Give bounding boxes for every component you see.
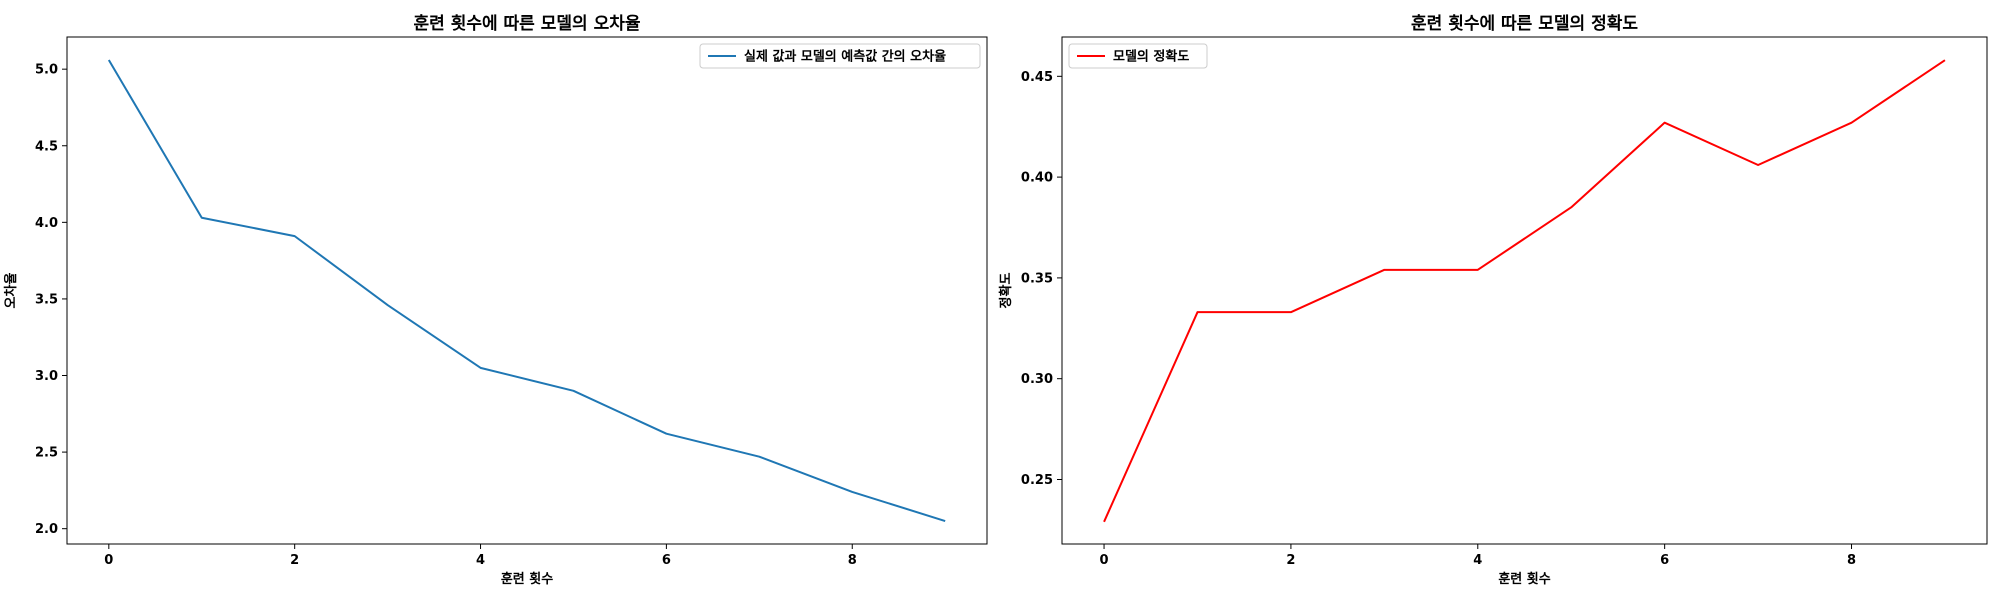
x-tick-label: 4 [476,553,485,568]
legend-label: 실제 값과 모델의 예측값 간의 오차율 [744,49,946,65]
legend: 모델의 정확도 [1068,43,1208,69]
x-tick-label: 4 [1473,553,1482,568]
y-tick-label: 4.5 [35,139,58,154]
y-tick-label: 0.45 [1021,70,1053,85]
y-tick-label: 4.0 [35,216,58,231]
x-axis-label: 훈련 횟수 [501,571,553,587]
y-axis-label: 오차율 [3,273,19,309]
series-line [107,59,946,522]
y-tick-label: 2.0 [35,522,58,537]
x-axis-label: 훈련 횟수 [1498,571,1550,587]
accuracy-chart: 훈련 횟수에 따른 모델의 정확도 0 2 4 6 8 0.25 0.30 0.35 0.40 0.… [998,13,1988,587]
legend-box [1068,43,1208,69]
x-tick-label: 0 [1100,553,1109,568]
chart-title: 훈련 횟수에 따른 모델의 오차율 [414,13,641,34]
x-tick-label: 6 [1660,553,1669,568]
y-axis-label: 정확도 [998,273,1014,309]
y-tick-label: 3.5 [35,292,58,307]
plot-frame [1061,36,1988,545]
series-line [1103,59,1946,523]
chart-title: 훈련 횟수에 따른 모델의 정확도 [1411,13,1638,34]
legend-label: 모델의 정확도 [1113,49,1189,65]
y-tick-label: 5.0 [35,63,58,78]
legend: 실제 값과 모델의 예측값 간의 오차율 [699,43,981,69]
x-tick-label: 0 [104,553,113,568]
x-tick-label: 8 [1847,553,1856,568]
y-tick-label: 0.25 [1021,473,1053,488]
y-tick-label: 0.35 [1021,271,1053,286]
x-tick-label: 6 [662,553,671,568]
y-tick-label: 3.0 [35,369,58,384]
x-tick-label: 2 [290,553,299,568]
y-tick-label: 0.40 [1021,171,1053,186]
y-tick-label: 2.5 [35,446,58,461]
x-tick-label: 2 [1286,553,1295,568]
legend-box [699,43,981,69]
y-tick-label: 0.30 [1021,372,1053,387]
error-rate-chart: 훈련 횟수에 따른 모델의 오차율 0 2 4 6 8 2.0 2.5 3.0 3.5 4.0 4.5… [3,13,988,587]
x-tick-label: 8 [848,553,857,568]
plot-frame [66,36,988,545]
